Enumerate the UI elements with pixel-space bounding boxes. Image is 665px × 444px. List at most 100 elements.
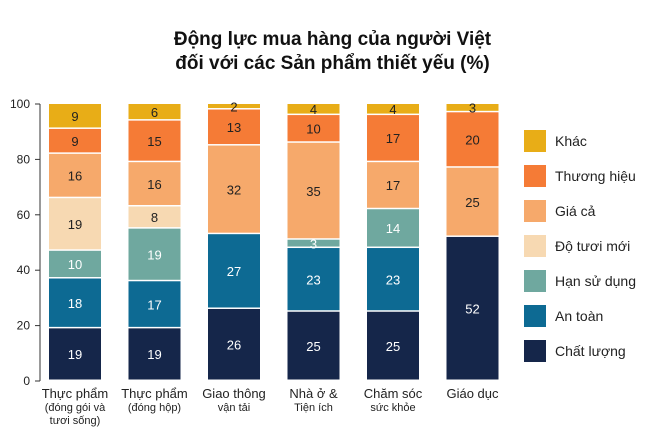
- bar-segment: [208, 104, 260, 109]
- bar-segment: [446, 112, 499, 167]
- bar-segment: [49, 128, 101, 153]
- legend-swatch: [524, 200, 546, 222]
- data-label: 19: [147, 247, 161, 262]
- x-tick-label: tươi sống): [50, 415, 101, 427]
- data-label: 17: [386, 131, 400, 146]
- x-tick-label: Tiện ích: [294, 402, 333, 414]
- data-label: 25: [306, 339, 320, 354]
- data-label: 3: [469, 101, 476, 116]
- chart-title-line-2: đối với các Sản phẩm thiết yếu (%): [175, 53, 490, 74]
- x-tick-label: vận tải: [218, 402, 250, 414]
- x-tick-label: Chăm sóc: [364, 386, 423, 401]
- data-label: 19: [68, 347, 82, 362]
- x-tick-label: Giáo dục: [446, 386, 499, 401]
- data-label: 10: [68, 257, 82, 272]
- bar-segment: [128, 120, 181, 161]
- bar-segment: [49, 278, 101, 327]
- bar-stack: 19 18 10 19 16 9 9: [49, 104, 101, 380]
- bar-segment: [128, 281, 181, 327]
- bar-stack: 26 27 32 13 2: [208, 99, 260, 380]
- legend-item: Thương hiệu: [524, 165, 636, 187]
- legend-swatch: [524, 305, 546, 327]
- data-label: 2: [230, 99, 237, 114]
- bar-stack: 19 17 19 8 16 15 6: [128, 104, 181, 380]
- x-tick-label: Thực phẩm: [121, 386, 188, 401]
- data-label: 9: [71, 134, 78, 149]
- bar-stack: 25 23 3 35 10 4: [287, 102, 340, 380]
- legend-label: Giá cả: [555, 203, 596, 219]
- bar-segment: [128, 206, 181, 228]
- bar-segment: [208, 234, 260, 308]
- bar-segment: [128, 228, 181, 280]
- data-label: 17: [386, 178, 400, 193]
- y-tick-label: 60: [17, 208, 31, 222]
- data-label: 6: [151, 105, 158, 120]
- data-label: 10: [306, 121, 320, 136]
- bar-segment: [446, 104, 499, 111]
- x-tick-label: Giao thông: [202, 386, 266, 401]
- bar-segment: [287, 115, 340, 142]
- y-axis: 0 20 40 60 80 100: [10, 97, 41, 388]
- chart-title-line-1: Động lực mua hàng của người Việt: [173, 29, 492, 50]
- bar-segment: [287, 239, 340, 247]
- x-tick-label: (đóng hộp): [128, 402, 181, 414]
- chart-title: Động lực mua hàng của người Việt đối với…: [0, 28, 665, 76]
- bar-segment: [367, 162, 419, 208]
- data-label: 4: [310, 102, 317, 117]
- bar-segment: [367, 248, 419, 311]
- legend-label: Hạn sử dụng: [555, 273, 636, 289]
- bar-segment: [49, 104, 101, 128]
- data-label: 25: [465, 195, 479, 210]
- data-label: 52: [465, 301, 479, 316]
- data-label: 23: [386, 272, 400, 287]
- data-label: 17: [147, 297, 161, 312]
- bar-segment: [49, 328, 101, 380]
- y-tick-label: 80: [17, 152, 31, 166]
- legend-item: Giá cả: [524, 200, 596, 222]
- data-label: 16: [68, 169, 82, 184]
- data-label: 14: [386, 221, 400, 236]
- data-label: 20: [465, 133, 479, 148]
- y-tick-label: 20: [17, 319, 31, 333]
- bar-segment: [367, 209, 419, 247]
- bar-segment: [128, 104, 181, 120]
- data-label: 32: [227, 182, 241, 197]
- legend: Khác Thương hiệu Giá cả Độ tươi mới Hạn sử d…: [524, 130, 636, 362]
- bar-segment: [208, 145, 260, 233]
- data-label: 26: [227, 337, 241, 352]
- bar-segment: [446, 236, 499, 380]
- legend-label: Thương hiệu: [555, 168, 636, 184]
- legend-swatch: [524, 270, 546, 292]
- legend-item: An toàn: [524, 305, 603, 327]
- legend-swatch: [524, 235, 546, 257]
- data-label: 15: [147, 134, 161, 149]
- data-label: 16: [147, 177, 161, 192]
- data-label: 13: [227, 120, 241, 135]
- data-label: 27: [227, 264, 241, 279]
- data-label: 25: [386, 339, 400, 354]
- bar-segment: [287, 311, 340, 380]
- bar-segment: [208, 308, 260, 380]
- bar-segment: [208, 109, 260, 145]
- legend-item: Hạn sử dụng: [524, 270, 636, 292]
- legend-swatch: [524, 130, 546, 152]
- legend-item: Khác: [524, 130, 587, 152]
- bar-segment: [49, 250, 101, 278]
- data-label: 19: [68, 217, 82, 232]
- bar-stack: 52 25 20 3: [446, 101, 499, 380]
- legend-label: Khác: [555, 133, 587, 149]
- bar-segment: [49, 198, 101, 250]
- bars: 1918101916991917198161562627321322523335…: [49, 99, 499, 380]
- data-label: 3: [310, 236, 317, 251]
- data-label: 23: [306, 272, 320, 287]
- legend-label: Chất lượng: [555, 343, 626, 359]
- bar-segment: [287, 142, 340, 239]
- x-tick-label: (đóng gói và: [45, 402, 106, 414]
- x-tick-label: Nhà ở &: [289, 386, 338, 401]
- legend-label: An toàn: [555, 308, 603, 324]
- data-label: 8: [151, 210, 158, 225]
- data-label: 4: [389, 102, 396, 117]
- bar-stack: 25 23 14 17 17 4: [367, 102, 419, 380]
